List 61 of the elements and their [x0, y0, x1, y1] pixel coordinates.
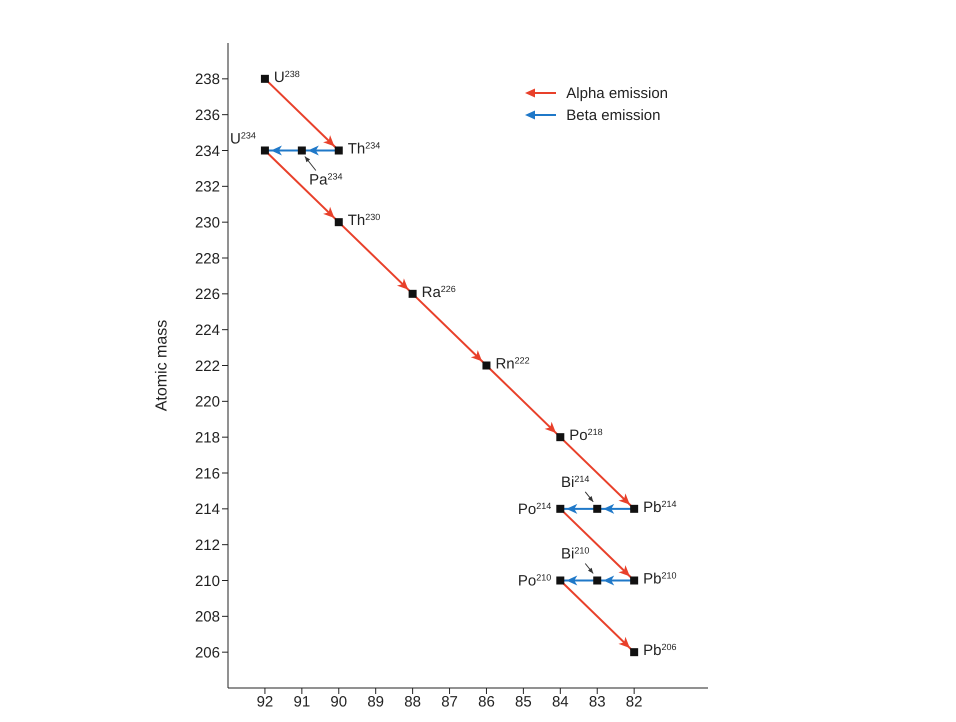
y-tick-label: 224 [194, 322, 220, 339]
annotation: Bi$^{210}$ [561, 546, 590, 562]
point [298, 146, 306, 154]
point [556, 576, 564, 584]
y-tick-label: 228 [194, 250, 220, 268]
x-tick-label: 88 [404, 694, 421, 711]
legend-label: Beta emission [566, 106, 660, 124]
point [630, 504, 638, 513]
point [260, 74, 269, 83]
y-tick-label: 220 [194, 394, 220, 411]
annotation: Th$^{234}$ [348, 140, 380, 158]
annotation: Po$^{218}$ [569, 427, 603, 444]
y-tick-label: 216 [194, 465, 220, 482]
point [593, 576, 602, 584]
x-tick-label: 82 [626, 694, 642, 711]
annotation: Po$^{214}$ [518, 500, 552, 518]
x-tick-label: 85 [515, 694, 532, 711]
y-tick-label: 234 [194, 142, 220, 160]
annotation: Pb$^{214}$ [643, 498, 677, 516]
annotation: Pb$^{210}$ [643, 570, 677, 588]
point [334, 218, 343, 226]
annotation: Bi$^{214}$ [561, 474, 590, 491]
annotation: U$^{238}$ [274, 68, 300, 86]
y-tick-label: 208 [194, 608, 220, 626]
x-tick-label: 90 [330, 694, 348, 711]
y-tick-label: 238 [194, 71, 220, 88]
y-tick-label: 236 [194, 106, 220, 124]
y-tick-label: 206 [194, 644, 220, 662]
annotation: Rn$^{222}$ [495, 356, 530, 372]
annotation: U$^{234}$ [230, 130, 256, 148]
y-tick-label: 218 [194, 429, 220, 446]
point [556, 504, 564, 513]
annotation: Pb$^{206}$ [643, 642, 677, 660]
x-tick-label: 86 [478, 694, 495, 711]
y-tick-label: 222 [194, 358, 220, 375]
point [630, 648, 638, 656]
point [408, 290, 417, 298]
x-tick-label: 89 [367, 694, 384, 711]
y-tick-label: 210 [194, 572, 220, 590]
y-tick-label: 230 [194, 214, 220, 232]
y-tick-label: 226 [194, 286, 220, 304]
y-tick-label: 214 [194, 501, 220, 518]
point [630, 576, 638, 584]
x-tick-label: 92 [256, 694, 274, 711]
annotation: Th$^{230}$ [348, 212, 380, 230]
x-tick-label: 91 [294, 694, 310, 711]
point [593, 504, 602, 513]
annotation: Ra$^{226}$ [422, 284, 456, 301]
y-tick-label: 232 [194, 178, 220, 196]
point [260, 146, 269, 154]
y-tick-label: 212 [194, 536, 220, 554]
legend-label: Alpha emission [566, 84, 668, 102]
x-tick-label: 84 [552, 694, 569, 711]
annotation: Pa$^{234}$ [309, 172, 343, 188]
y-axis-title: Atomic mass [154, 320, 171, 412]
point [334, 146, 343, 154]
point [556, 433, 564, 442]
annotation: Po$^{210}$ [518, 572, 552, 590]
x-tick-label: 87 [441, 694, 458, 711]
x-tick-label: 83 [588, 694, 606, 711]
point [482, 362, 490, 370]
